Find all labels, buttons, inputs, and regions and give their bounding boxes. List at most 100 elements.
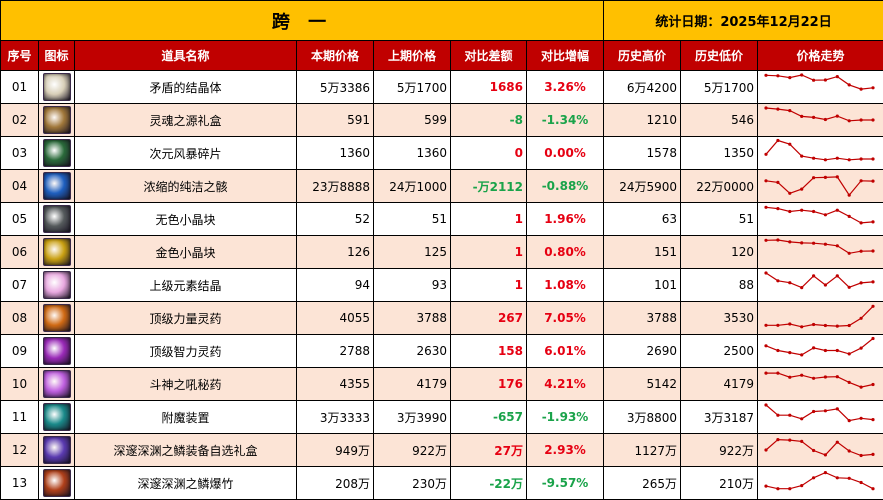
item-icon-cell: [38, 169, 75, 203]
price-diff: 27万: [450, 433, 527, 467]
row-index: 08: [0, 301, 39, 335]
history-high: 2690: [603, 334, 682, 368]
history-high: 151: [603, 235, 682, 269]
pure-remains-icon: [42, 172, 71, 200]
sparkline-chart: [764, 304, 875, 329]
item-icon-cell: [38, 103, 75, 137]
price-diff: 1: [450, 268, 527, 302]
price-diff: -22万: [450, 466, 527, 500]
sparkline-chart: [764, 271, 875, 290]
price-change-pct: 0.00%: [525, 136, 605, 170]
row-index: 12: [0, 433, 39, 467]
price-change-pct: 6.01%: [525, 334, 605, 368]
table-row: 02 灵魂之源礼盒 591 599 -8 -1.34% 1210 546: [0, 103, 883, 137]
table-row: 12 深邃深渊之鳞装备自选礼盒 949万 922万 27万 2.93% 1127万 922万: [0, 433, 883, 467]
item-icon-cell: [38, 202, 75, 236]
current-price: 949万: [296, 433, 374, 467]
row-index: 04: [0, 169, 39, 203]
intellect-potion-icon: [42, 337, 71, 365]
sparkline-chart: [764, 438, 875, 458]
price-trend-sparkline: [757, 136, 883, 170]
colorless-cube-icon: [42, 205, 71, 233]
current-price: 5万3386: [296, 70, 374, 104]
row-index: 07: [0, 268, 39, 302]
price-change-pct: 3.26%: [525, 70, 605, 104]
previous-price: 93: [373, 268, 451, 302]
history-high: 1210: [603, 103, 682, 137]
previous-price: 5万1700: [373, 70, 451, 104]
history-low: 88: [680, 268, 759, 302]
history-low: 546: [680, 103, 759, 137]
sparkline-chart: [764, 138, 875, 162]
title-row: 跨 一 统计日期：2025年12月22日: [0, 0, 883, 41]
item-icon-cell: [38, 367, 75, 401]
table-row: 03 次元风暴碎片 1360 1360 0 0.00% 1578 1350: [0, 136, 883, 170]
price-trend-sparkline: [757, 301, 883, 335]
price-trend-sparkline: [757, 268, 883, 302]
item-icon-cell: [38, 268, 75, 302]
price-diff: -8: [450, 103, 527, 137]
history-low: 2500: [680, 334, 759, 368]
col-header-icon: 图标: [38, 40, 75, 71]
history-high: 101: [603, 268, 682, 302]
history-low: 3万3187: [680, 400, 759, 434]
sparkline-chart: [764, 403, 875, 423]
history-low: 4179: [680, 367, 759, 401]
row-index: 09: [0, 334, 39, 368]
history-high: 63: [603, 202, 682, 236]
current-price: 126: [296, 235, 374, 269]
history-low: 5万1700: [680, 70, 759, 104]
crystal-white-icon: [42, 73, 71, 101]
strength-potion-icon: [42, 304, 71, 332]
price-change-pct: 7.05%: [525, 301, 605, 335]
row-index: 01: [0, 70, 39, 104]
previous-price: 51: [373, 202, 451, 236]
price-change-pct: 0.80%: [525, 235, 605, 269]
col-header-idx: 序号: [0, 40, 39, 71]
price-change-pct: -1.93%: [525, 400, 605, 434]
history-low: 922万: [680, 433, 759, 467]
current-price: 94: [296, 268, 374, 302]
table-row: 01 矛盾的结晶体 5万3386 5万1700 1686 3.26% 6万4200 5万170…: [0, 70, 883, 104]
item-name: 次元风暴碎片: [74, 136, 297, 170]
col-header-low: 历史低价: [680, 40, 759, 71]
item-name: 顶级力量灵药: [74, 301, 297, 335]
table-title: 跨 一: [0, 0, 605, 41]
price-trend-sparkline: [757, 169, 883, 203]
history-low: 120: [680, 235, 759, 269]
col-header-cur: 本期价格: [296, 40, 374, 71]
table-row: 04 浓缩的纯洁之骸 23万8888 24万1000 -万2112 -0.88% 24万59…: [0, 169, 883, 203]
price-diff: 158: [450, 334, 527, 368]
price-diff: 1: [450, 202, 527, 236]
price-trend-sparkline: [757, 367, 883, 401]
row-index: 11: [0, 400, 39, 434]
item-name: 上级元素结晶: [74, 268, 297, 302]
history-low: 1350: [680, 136, 759, 170]
row-index: 05: [0, 202, 39, 236]
table-row: 10 斗神之吼秘药 4355 4179 176 4.21% 5142 4179: [0, 367, 883, 401]
table-row: 13 深邃深渊之鳞爆竹 208万 230万 -22万 -9.57% 265万 210万: [0, 466, 883, 500]
price-diff: 267: [450, 301, 527, 335]
sparkline-chart: [764, 238, 875, 255]
table-row: 11 附魔装置 3万3333 3万3990 -657 -1.93% 3万8800 3万3187: [0, 400, 883, 434]
row-index: 02: [0, 103, 39, 137]
col-header-prev: 上期价格: [373, 40, 451, 71]
history-low: 51: [680, 202, 759, 236]
price-change-pct: 2.93%: [525, 433, 605, 467]
current-price: 4355: [296, 367, 374, 401]
history-low: 22万0000: [680, 169, 759, 203]
sparkline-chart: [764, 73, 875, 91]
item-name: 金色小晶块: [74, 235, 297, 269]
item-icon-cell: [38, 70, 75, 104]
sparkline-chart: [764, 205, 875, 225]
price-diff: 0: [450, 136, 527, 170]
item-icon-cell: [38, 334, 75, 368]
gold-cube-icon: [42, 238, 71, 266]
abyss-firecracker-icon: [42, 469, 71, 497]
item-icon-cell: [38, 136, 75, 170]
price-change-pct: -9.57%: [525, 466, 605, 500]
previous-price: 125: [373, 235, 451, 269]
item-name: 斗神之吼秘药: [74, 367, 297, 401]
element-crystal-icon: [42, 271, 71, 299]
